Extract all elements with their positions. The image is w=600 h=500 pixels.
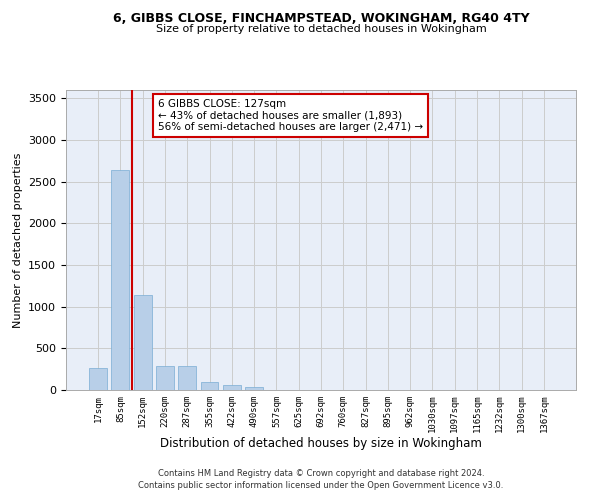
- Text: Size of property relative to detached houses in Wokingham: Size of property relative to detached ho…: [155, 24, 487, 34]
- Bar: [178, 366, 196, 390]
- Bar: [156, 366, 174, 390]
- Text: Distribution of detached houses by size in Wokingham: Distribution of detached houses by size …: [160, 438, 482, 450]
- Bar: [89, 368, 107, 390]
- Bar: [200, 382, 218, 390]
- Y-axis label: Number of detached properties: Number of detached properties: [13, 152, 23, 328]
- Text: 6 GIBBS CLOSE: 127sqm
← 43% of detached houses are smaller (1,893)
56% of semi-d: 6 GIBBS CLOSE: 127sqm ← 43% of detached …: [158, 99, 423, 132]
- Bar: [223, 384, 241, 390]
- Text: Contains public sector information licensed under the Open Government Licence v3: Contains public sector information licen…: [139, 481, 503, 490]
- Text: Contains HM Land Registry data © Crown copyright and database right 2024.: Contains HM Land Registry data © Crown c…: [158, 468, 484, 477]
- Bar: [112, 170, 130, 390]
- Bar: [245, 386, 263, 390]
- Text: 6, GIBBS CLOSE, FINCHAMPSTEAD, WOKINGHAM, RG40 4TY: 6, GIBBS CLOSE, FINCHAMPSTEAD, WOKINGHAM…: [113, 12, 529, 26]
- Bar: [134, 294, 152, 390]
